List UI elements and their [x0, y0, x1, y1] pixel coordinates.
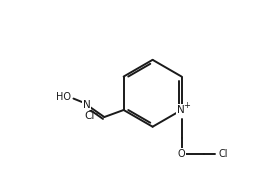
Text: N: N	[177, 105, 185, 115]
Text: Cl⁻: Cl⁻	[85, 111, 101, 121]
Text: +: +	[183, 101, 190, 110]
Text: O: O	[178, 149, 185, 159]
Text: Cl: Cl	[218, 149, 228, 159]
Text: N: N	[83, 100, 90, 110]
Text: HO: HO	[56, 92, 71, 102]
